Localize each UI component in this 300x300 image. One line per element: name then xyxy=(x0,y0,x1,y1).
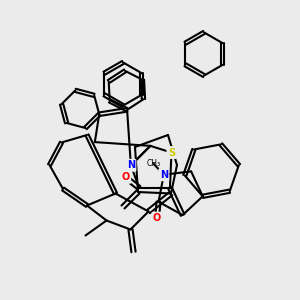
Text: S: S xyxy=(168,148,175,158)
Text: O: O xyxy=(122,172,130,182)
Text: CH₃: CH₃ xyxy=(146,159,161,168)
Text: N: N xyxy=(127,160,135,170)
Text: O: O xyxy=(153,213,161,223)
Text: N: N xyxy=(160,170,168,180)
